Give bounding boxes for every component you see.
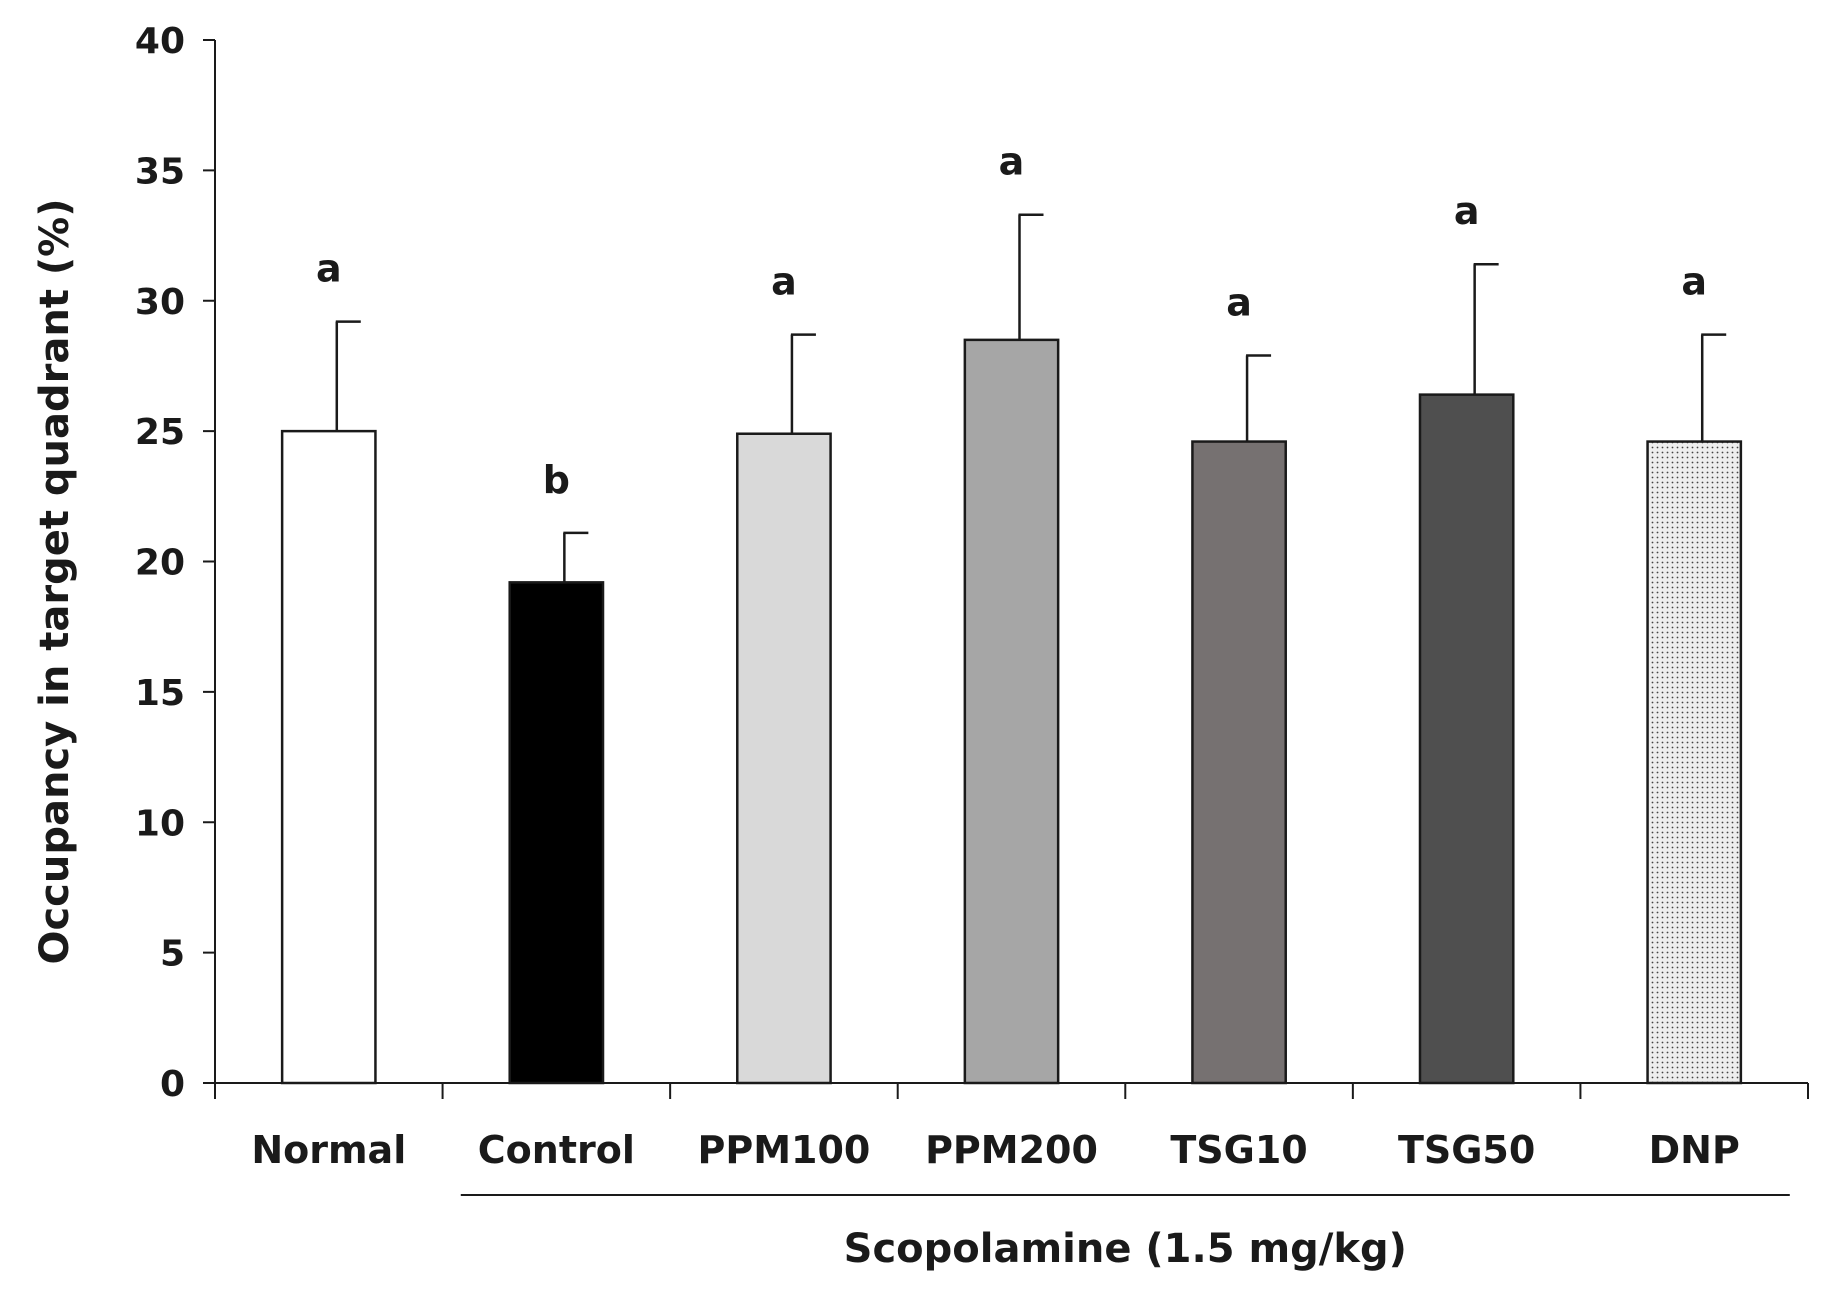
y-axis: 0 5 10 15 20 25 30 35 40 — [135, 21, 216, 1105]
category-label-ppm200: PPM200 — [925, 1128, 1098, 1172]
y-tick-label: 35 — [135, 151, 185, 192]
bar-dnp — [1646, 440, 1743, 1085]
category-labels: Normal Control PPM100 PPM200 TSG10 TSG50 DNP — [251, 1128, 1739, 1172]
significance-label-tsg50: a — [1454, 189, 1480, 233]
y-tick-label: 0 — [160, 1064, 185, 1105]
group-label: Scopolamine (1.5 mg/kg) — [844, 1226, 1407, 1272]
significance-label-ppm100: a — [771, 260, 797, 304]
y-tick-label: 30 — [135, 282, 185, 323]
significance-labels: a b a a a a a — [316, 140, 1707, 502]
significance-label-ppm200: a — [999, 140, 1025, 184]
y-tick-label: 15 — [135, 673, 185, 714]
y-tick-label: 5 — [160, 934, 185, 975]
bar-control — [508, 581, 605, 1085]
category-label-normal: Normal — [251, 1128, 406, 1172]
significance-label-control: b — [543, 458, 570, 502]
bars — [280, 338, 1743, 1085]
y-tick-label: 10 — [135, 803, 185, 844]
bar-ppm100 — [736, 432, 832, 1085]
y-tick-label: 25 — [135, 412, 185, 453]
bar-tsg50 — [1418, 393, 1515, 1085]
y-tick-label: 40 — [135, 21, 185, 62]
bar-ppm200 — [963, 338, 1060, 1085]
significance-label-dnp: a — [1681, 260, 1707, 304]
bar-tsg10 — [1191, 440, 1287, 1085]
y-tick-label: 20 — [135, 543, 185, 584]
bar-normal — [280, 429, 377, 1085]
significance-label-tsg10: a — [1226, 281, 1252, 325]
category-label-tsg10: TSG10 — [1170, 1128, 1307, 1172]
x-axis — [214, 1082, 1809, 1099]
category-label-ppm100: PPM100 — [698, 1128, 871, 1172]
significance-label-normal: a — [316, 247, 342, 291]
category-label-dnp: DNP — [1649, 1128, 1740, 1172]
group-bracket: Scopolamine (1.5 mg/kg) — [460, 1194, 1790, 1272]
category-label-control: Control — [478, 1128, 635, 1172]
category-label-tsg50: TSG50 — [1398, 1128, 1535, 1172]
error-bars — [335, 213, 1727, 583]
y-axis-title: Occupancy in target quadrant (%) — [32, 198, 78, 964]
